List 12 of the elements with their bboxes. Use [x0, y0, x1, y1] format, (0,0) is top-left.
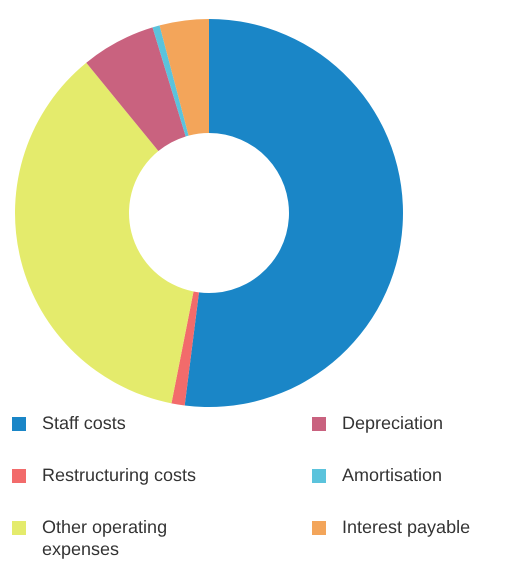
- legend-label: Depreciation: [342, 412, 444, 434]
- donut-slice: [152, 25, 189, 136]
- donut-slice: [184, 19, 403, 407]
- legend-label: Interest payable: [342, 516, 470, 538]
- donut-slice: [171, 291, 199, 406]
- legend-label: Staff costs: [42, 412, 126, 434]
- donut-slice: [86, 27, 186, 152]
- legend-label: Amortisation: [342, 464, 442, 486]
- donut-slice: [15, 62, 194, 404]
- donut-slice: [160, 19, 209, 136]
- legend-label: Other operating expenses: [42, 516, 168, 560]
- legend-label: Restructuring costs: [42, 464, 196, 486]
